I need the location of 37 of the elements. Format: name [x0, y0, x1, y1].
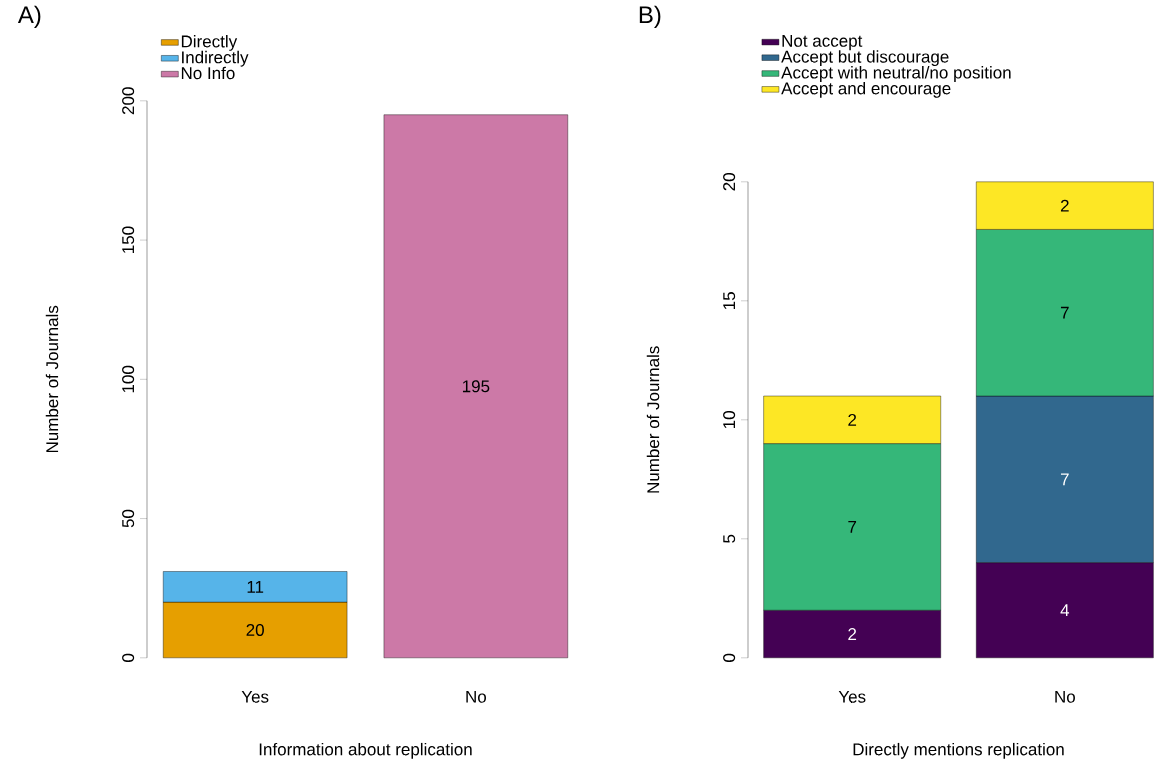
data-label: 2 — [848, 627, 857, 640]
legend-label: Accept but discourage — [781, 50, 949, 66]
legend-label: No Info — [181, 66, 235, 79]
y-axis-title: Number of Journals — [646, 346, 660, 493]
y-tick-label: 20 — [723, 172, 736, 191]
data-label: 4 — [1060, 604, 1070, 616]
y-tick-label: 5 — [723, 534, 736, 543]
data-label: 195 — [462, 380, 490, 393]
x-axis-title: Information about replication — [259, 742, 472, 759]
x-tick-label: No — [466, 690, 486, 703]
x-tick-label: No — [1055, 690, 1075, 703]
chart-title: A) — [17, 5, 41, 28]
data-label: 2 — [1060, 199, 1069, 212]
legend-label: Indirectly — [182, 50, 249, 67]
y-axis-title: Number of Journals — [45, 305, 59, 452]
legend-label: Not accept — [782, 34, 863, 51]
data-label: 7 — [1060, 306, 1069, 319]
data-label: 2 — [848, 413, 857, 426]
y-tick-label: 150 — [122, 226, 135, 253]
data-label: 7 — [848, 520, 857, 533]
x-tick-label: Yes — [241, 690, 269, 703]
data-label: 20 — [246, 623, 264, 636]
x-axis-title: Directly mentions replication — [853, 742, 1064, 759]
legend-label: Accept and encourage — [781, 81, 951, 98]
y-tick-label: 0 — [723, 653, 736, 662]
x-tick-label: Yes — [838, 690, 866, 703]
y-tick-label: 0 — [122, 653, 135, 662]
y-tick-label: 100 — [122, 365, 135, 392]
chart-title: B) — [639, 5, 661, 28]
data-label: 7 — [1060, 473, 1069, 485]
y-tick-label: 200 — [122, 87, 135, 114]
y-tick-label: 10 — [723, 410, 736, 428]
y-tick-label: 50 — [122, 509, 135, 528]
data-label: 11 — [247, 580, 264, 593]
legend-label: Directly — [181, 34, 238, 51]
legend-label: Accept with neutral/no position — [781, 65, 1011, 82]
y-tick-label: 15 — [723, 291, 736, 309]
